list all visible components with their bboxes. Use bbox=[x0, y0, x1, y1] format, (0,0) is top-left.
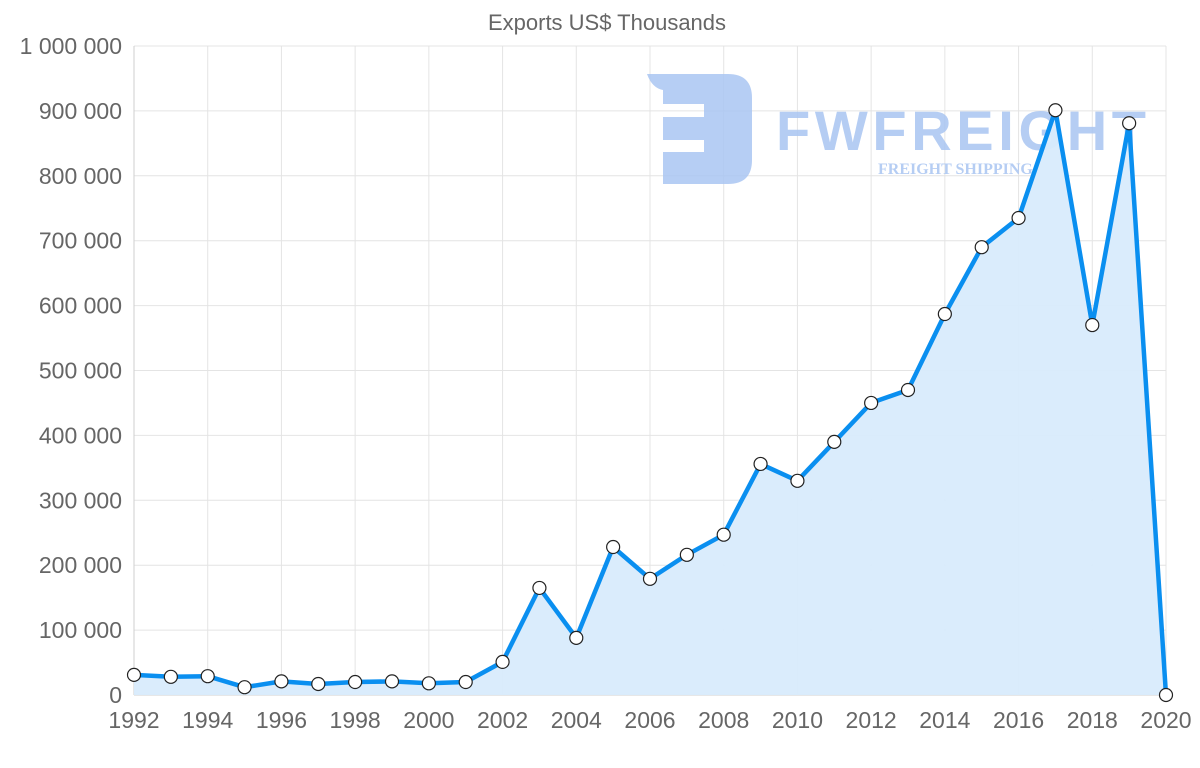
x-tick-label: 2014 bbox=[919, 707, 970, 733]
y-axis-ticks: 0 100 000 200 000 300 000 400 000 500 000 600 … bbox=[20, 33, 122, 708]
x-tick-label: 1996 bbox=[256, 707, 307, 733]
x-tick-label: 2006 bbox=[624, 707, 675, 733]
x-tick-label: 2012 bbox=[846, 707, 897, 733]
x-tick-label: 2000 bbox=[403, 707, 454, 733]
x-axis-ticks: 1992 1994 1996 1998 2000 2002 2004 2006 2008 2010… bbox=[108, 707, 1191, 733]
data-point-2015[interactable] bbox=[974, 240, 989, 255]
data-point-2008[interactable] bbox=[716, 527, 731, 542]
watermark-logo: FWFREIGHT FREIGHT SHIPPING bbox=[647, 74, 1146, 184]
y-tick-label: 300 000 bbox=[39, 487, 122, 513]
y-tick-label: 600 000 bbox=[39, 293, 122, 319]
data-point-1994[interactable] bbox=[200, 669, 215, 684]
y-tick-label: 800 000 bbox=[39, 163, 122, 189]
data-point-2020[interactable] bbox=[1158, 687, 1174, 703]
data-point-1996[interactable] bbox=[274, 674, 289, 689]
data-point-2007[interactable] bbox=[679, 547, 694, 562]
data-point-1999[interactable] bbox=[384, 674, 400, 689]
data-points bbox=[126, 103, 1174, 703]
data-point-2003[interactable] bbox=[532, 580, 547, 596]
x-tick-label: 2008 bbox=[698, 707, 749, 733]
data-point-1992[interactable] bbox=[126, 667, 142, 682]
data-point-2005[interactable] bbox=[606, 539, 621, 555]
watermark-brand: FWFREIGHT bbox=[776, 99, 1146, 162]
x-tick-label: 1992 bbox=[108, 707, 159, 733]
data-point-2009[interactable] bbox=[753, 456, 768, 472]
y-tick-label: 500 000 bbox=[39, 358, 122, 384]
x-tick-label: 2016 bbox=[993, 707, 1044, 733]
y-tick-label: 700 000 bbox=[39, 228, 122, 254]
data-point-2018[interactable] bbox=[1085, 317, 1100, 333]
y-tick-label: 900 000 bbox=[39, 98, 122, 124]
data-point-2016[interactable] bbox=[1011, 210, 1026, 226]
data-point-2011[interactable] bbox=[827, 434, 842, 449]
data-point-1997[interactable] bbox=[311, 676, 326, 692]
data-point-2001[interactable] bbox=[458, 674, 473, 690]
y-tick-label: 100 000 bbox=[39, 617, 122, 643]
watermark-tagline: FREIGHT SHIPPING bbox=[878, 161, 1033, 178]
data-point-2006[interactable] bbox=[642, 571, 658, 586]
data-point-1995[interactable] bbox=[237, 680, 252, 695]
data-point-2019[interactable] bbox=[1122, 116, 1137, 131]
series-area-fill bbox=[134, 110, 1166, 696]
data-point-2000[interactable] bbox=[421, 676, 436, 691]
x-tick-label: 1994 bbox=[182, 707, 233, 733]
x-tick-label: 2004 bbox=[551, 707, 602, 733]
y-tick-label: 1 000 000 bbox=[20, 33, 122, 59]
y-tick-label: 200 000 bbox=[39, 552, 122, 578]
data-point-2013[interactable] bbox=[900, 382, 916, 398]
data-point-1998[interactable] bbox=[348, 674, 363, 690]
data-point-2012[interactable] bbox=[864, 395, 879, 411]
x-tick-label: 2020 bbox=[1140, 707, 1191, 733]
x-tick-label: 2010 bbox=[772, 707, 823, 733]
data-point-2004[interactable] bbox=[569, 630, 584, 645]
x-tick-label: 2018 bbox=[1067, 707, 1118, 733]
x-tick-label: 2002 bbox=[477, 707, 528, 733]
data-point-2017[interactable] bbox=[1048, 103, 1063, 118]
y-tick-label: 400 000 bbox=[39, 422, 122, 448]
data-point-2010[interactable] bbox=[790, 473, 805, 488]
data-point-2002[interactable] bbox=[495, 654, 510, 670]
x-tick-label: 1998 bbox=[330, 707, 381, 733]
chart-title: Exports US$ Thousands bbox=[488, 10, 726, 35]
y-tick-label: 0 bbox=[109, 682, 122, 708]
watermark-logo-mark bbox=[647, 74, 752, 184]
data-point-2014[interactable] bbox=[937, 306, 952, 322]
data-point-1993[interactable] bbox=[163, 669, 178, 684]
